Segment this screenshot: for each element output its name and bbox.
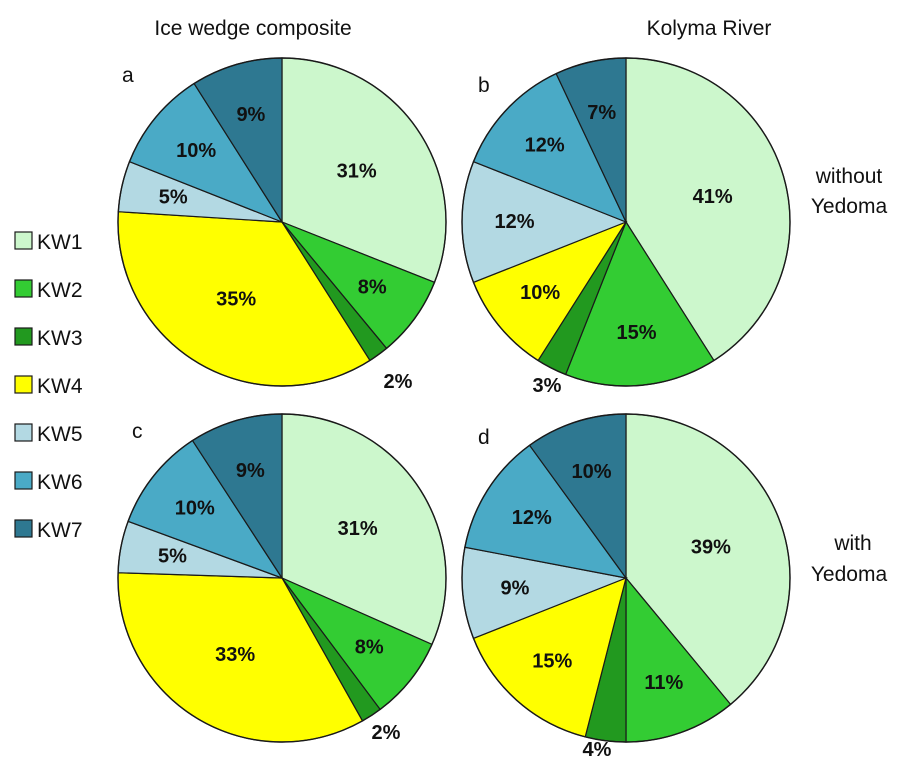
legend: KW1 KW2 KW3 KW4 KW5 KW6 KW7 <box>14 231 83 542</box>
legend-swatch-kw4 <box>14 375 33 394</box>
pie-b-label-kw7: 7% <box>587 102 616 124</box>
legend-swatch-kw7 <box>14 519 33 538</box>
panel-letter-a: a <box>122 64 134 87</box>
pie-c-label-kw5: 5% <box>158 546 187 568</box>
legend-label-kw1: KW1 <box>37 231 83 254</box>
pie-b-outline <box>461 57 791 387</box>
pie-d-outline <box>461 413 791 743</box>
pie-a-label-kw2: 8% <box>358 277 387 299</box>
pie-c-label-kw3: 2% <box>372 722 401 744</box>
pie-a-label-kw7: 9% <box>236 104 265 126</box>
pie-d-label-kw6: 12% <box>512 507 552 529</box>
row-label-with-line2: Yedoma <box>811 563 888 586</box>
pie-b-label-kw1: 41% <box>693 186 733 208</box>
pie-b-label-kw3: 3% <box>533 375 562 397</box>
pie-d-label-kw1: 39% <box>691 536 731 558</box>
row-label-without-line2: Yedoma <box>811 195 888 218</box>
legend-label-kw6: KW6 <box>37 471 83 494</box>
legend-label-kw4: KW4 <box>37 375 83 398</box>
pie-b: 41% 15% 3% 10% 12% 12% 7% <box>461 57 791 397</box>
legend-swatch-kw6 <box>14 471 33 490</box>
row-label-with-line1: with <box>833 532 871 555</box>
pie-b-label-kw2: 15% <box>616 322 656 344</box>
pie-a-label-kw6: 10% <box>176 140 216 162</box>
pie-b-label-kw4: 10% <box>520 282 560 304</box>
legend-swatch-kw1 <box>14 231 33 250</box>
pie-b-label-kw6: 12% <box>525 135 565 157</box>
legend-swatch-kw5 <box>14 423 33 442</box>
pie-a-label-kw4: 35% <box>216 289 256 311</box>
pie-a-label-kw3: 2% <box>384 371 413 393</box>
pie-c-label-kw1: 31% <box>338 518 378 540</box>
panel-letter-d: d <box>478 426 490 449</box>
panel-letter-b: b <box>478 74 490 97</box>
pie-c-label-kw7: 9% <box>236 460 265 482</box>
pie-c-label-kw6: 10% <box>175 498 215 520</box>
pie-a-label-kw5: 5% <box>159 187 188 209</box>
legend-swatch-kw2 <box>14 279 33 298</box>
legend-label-kw3: KW3 <box>37 327 83 350</box>
legend-label-kw7: KW7 <box>37 519 83 542</box>
pie-d-label-kw5: 9% <box>501 578 530 600</box>
pie-c-label-kw4: 33% <box>215 644 255 666</box>
pie-c-label-kw2: 8% <box>355 637 384 659</box>
column-title-ice-wedge: Ice wedge composite <box>154 17 351 40</box>
pie-a-outline <box>117 57 447 387</box>
pie-a: 31% 8% 2% 35% 5% 10% 9% <box>117 57 447 393</box>
pie-d-label-kw4: 15% <box>532 651 572 673</box>
pie-c-outline <box>117 413 447 743</box>
pie-d-label-kw2: 11% <box>644 672 683 694</box>
pie-d: 39% 11% 4% 15% 9% 12% 10% <box>461 413 791 758</box>
pie-d-label-kw3: 4% <box>583 739 612 758</box>
pie-c: 31% 8% 2% 33% 5% 10% 9% <box>117 413 447 744</box>
column-title-kolyma-river: Kolyma River <box>647 17 772 40</box>
legend-label-kw2: KW2 <box>37 279 83 302</box>
legend-swatch-kw3 <box>14 327 33 346</box>
pie-a-label-kw1: 31% <box>337 160 377 182</box>
row-label-without-line1: without <box>815 165 883 188</box>
panel-letter-c: c <box>132 420 143 443</box>
pie-b-label-kw5: 12% <box>494 211 534 233</box>
legend-label-kw5: KW5 <box>37 423 83 446</box>
pie-d-label-kw7: 10% <box>571 461 611 483</box>
